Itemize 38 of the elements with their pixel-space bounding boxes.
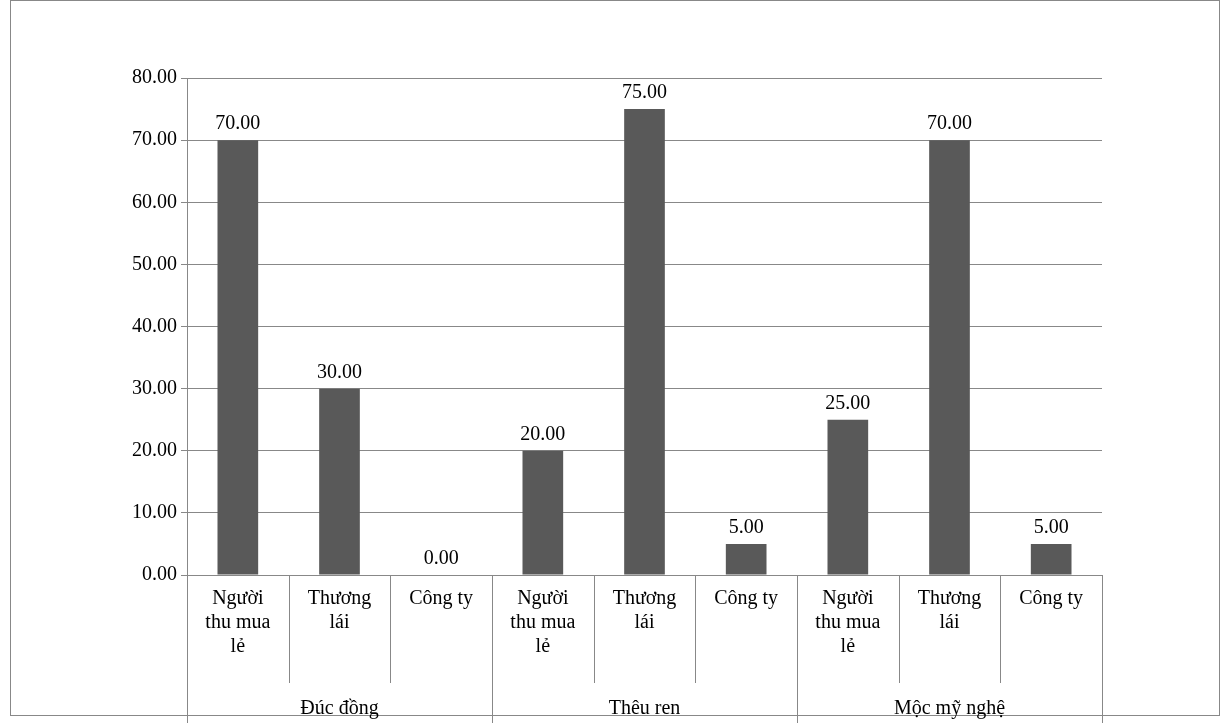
bar [827,419,869,575]
data-label: 0.00 [423,546,459,569]
bar [319,388,360,575]
y-tick-label: 40.00 [132,313,177,336]
data-label: 75.00 [622,80,667,103]
data-label: 5.00 [728,515,764,538]
x-tick-label: Người thu mua lẻ [510,586,576,657]
data-label: 70.00 [215,111,261,134]
x-tick-label: Công ty [714,586,779,610]
x-tick-label: Công ty [1019,586,1084,610]
data-label: 30.00 [317,359,362,382]
data-label: 70.00 [927,111,972,134]
x-tick-label: Người thu mua lẻ [205,586,271,657]
text: Mộc mỹ nghệ [893,696,1006,720]
y-tick-label: 30.00 [132,375,177,398]
data-label: 5.00 [1033,515,1069,538]
text: Thêu ren [608,696,681,719]
bar [1030,543,1072,575]
x-tick-label: Thương lái [612,586,677,633]
bar [217,140,259,575]
data-label: 25.00 [825,390,871,413]
y-tick-label: 70.00 [132,127,177,150]
bar [624,109,665,575]
bar [725,543,767,575]
x-tick-label: Người thu mua lẻ [815,586,881,657]
y-tick-label: 0.00 [142,562,177,585]
x-tick-label: Thương lái [917,586,982,633]
y-tick-label: 80.00 [132,65,177,88]
y-tick-label: 60.00 [132,189,177,212]
bar [929,140,970,575]
y-tick-label: 20.00 [132,438,177,460]
y-tick-label: 50.00 [132,251,177,274]
x-tick-label: Công ty [409,586,474,610]
x-tick-label: Thương lái [307,586,372,633]
text: Đúc đồng [300,696,379,720]
data-label: 20.00 [520,422,566,444]
y-tick-label: 10.00 [132,500,177,523]
bar [522,450,564,575]
